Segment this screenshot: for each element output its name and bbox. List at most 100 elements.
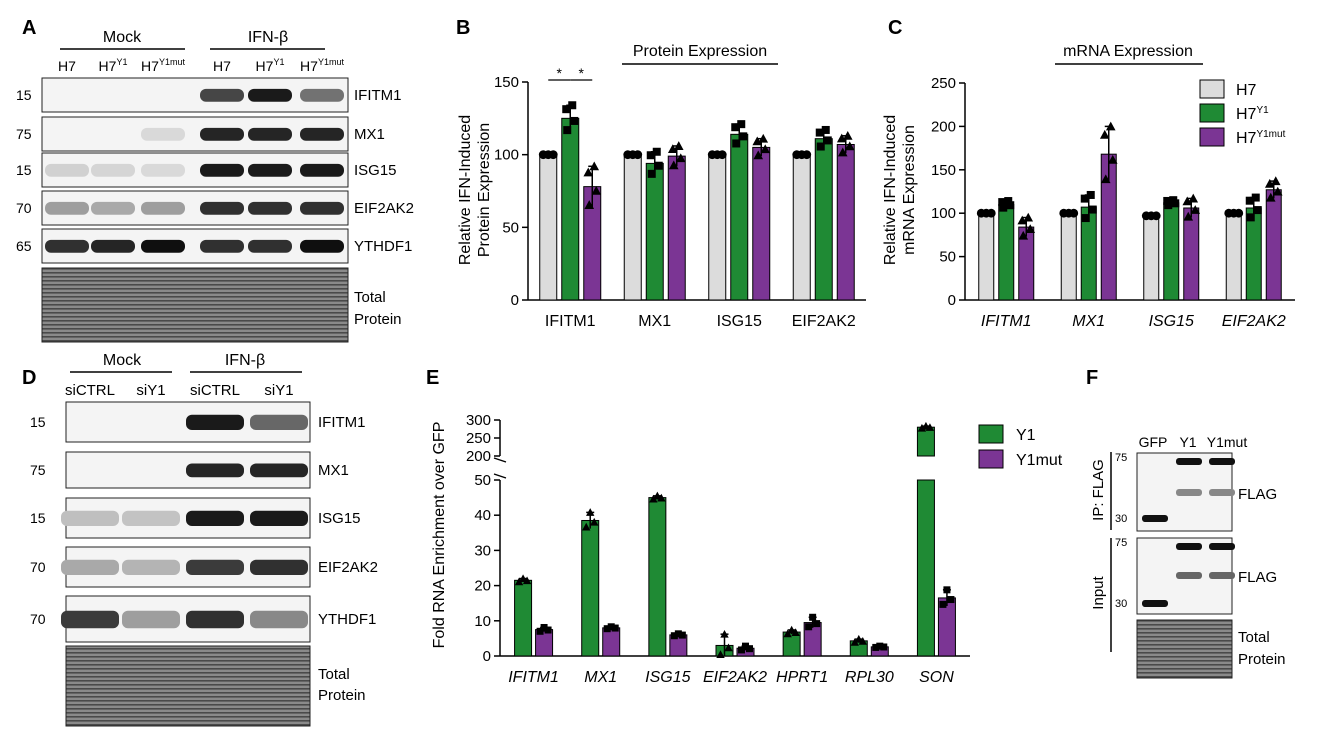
lane-label: H7Y1mut <box>300 57 344 74</box>
data-point <box>652 147 661 156</box>
bar-h7-mx1 <box>623 154 642 301</box>
data-point <box>816 142 825 151</box>
data-point <box>943 586 951 594</box>
input-label: Input <box>1090 575 1107 609</box>
blot-band <box>122 559 180 575</box>
group-mock-label: Mock <box>103 352 142 369</box>
blot-band <box>250 610 308 629</box>
lane-label: Y1 <box>1179 434 1196 450</box>
data-point <box>548 150 558 160</box>
blot-band <box>1176 489 1202 496</box>
blot-band <box>248 127 292 141</box>
blot-band <box>248 201 292 215</box>
data-point <box>813 620 821 628</box>
data-point <box>667 144 678 153</box>
x-tick-label: EIF2AK2 <box>1222 313 1286 330</box>
blot-band <box>200 163 244 177</box>
data-point <box>589 161 600 171</box>
blot-band <box>300 127 344 141</box>
bar-h7-eif2ak2 <box>1225 212 1242 301</box>
data-point <box>1183 211 1194 221</box>
blot-label: IFITM1 <box>354 87 402 104</box>
data-point <box>917 423 927 432</box>
panel-f-letter: F <box>1086 367 1098 389</box>
blot-mx1 <box>41 116 349 152</box>
blot-band <box>186 414 244 430</box>
blot-ifitm1 <box>41 77 349 113</box>
panel-c-letter: C <box>888 17 902 39</box>
blot-band <box>141 127 185 141</box>
y-tick-label: 300 <box>466 412 491 429</box>
data-point <box>986 208 996 218</box>
total-protein-stain <box>65 645 311 727</box>
chart-e-ylabel: Fold RNA Enrichment over GFP <box>431 422 448 649</box>
bar-h7y1-isg15 <box>730 133 749 301</box>
bar-h7y1mut-isg15 <box>752 146 771 301</box>
blot-label: FLAG <box>1238 569 1277 586</box>
legend-swatch-y1 <box>978 424 1004 444</box>
y-tick-label: 0 <box>948 292 956 309</box>
data-point <box>570 116 579 125</box>
blot-label: MX1 <box>318 462 349 479</box>
blot-label: Total <box>1238 629 1270 646</box>
blot-ythdf1 <box>41 228 349 264</box>
data-point <box>1018 230 1029 240</box>
data-point <box>1164 201 1173 210</box>
blot-band <box>200 127 244 141</box>
blot-band <box>248 163 292 177</box>
chart-b-plot: 0 50 100 150 IFITM1 MX1 ISG15 EIF2AK2 * * <box>494 65 866 330</box>
data-point <box>591 185 602 195</box>
mw-marker: 15 <box>16 87 32 103</box>
data-point <box>1253 206 1262 215</box>
blot-band <box>1142 600 1168 607</box>
x-tick-label: ISG15 <box>1149 313 1194 330</box>
blot-band <box>250 559 308 575</box>
lane-label: H7 <box>213 58 231 74</box>
bar-h7y1-eif2ak2 <box>814 138 833 301</box>
chart-c-ylabel-line2: mRNA Expression <box>901 125 918 255</box>
blot-band <box>1209 572 1235 579</box>
data-point <box>1080 194 1089 203</box>
data-point <box>844 141 855 151</box>
data-point <box>1171 199 1180 208</box>
y-tick-label: 150 <box>931 162 956 179</box>
blot-mx1 <box>65 451 311 489</box>
data-point <box>536 627 544 635</box>
data-point <box>586 508 595 516</box>
data-point <box>1006 201 1015 210</box>
blot-band <box>186 463 244 478</box>
legend-swatch-h7y1 <box>1199 103 1225 123</box>
bar-h7y1-ifitm1 <box>998 204 1015 301</box>
data-point <box>1272 186 1283 196</box>
ip-flag-label: IP: FLAG <box>1090 459 1107 521</box>
data-point <box>850 638 859 646</box>
data-point <box>1100 174 1111 184</box>
data-point <box>583 167 594 177</box>
blot-label: ISG15 <box>354 162 397 179</box>
mw-marker: 75 <box>30 462 46 478</box>
bar-h7y1-isg15 <box>1163 202 1180 301</box>
data-point <box>1245 196 1254 205</box>
data-point <box>544 626 552 634</box>
data-point <box>562 105 571 114</box>
blot-label: YTHDF1 <box>354 238 412 255</box>
data-point <box>716 650 725 658</box>
y-tick-label: 0 <box>483 648 491 665</box>
data-point <box>1163 196 1172 205</box>
data-point <box>584 200 595 209</box>
x-tick-label: IFITM1 <box>508 669 559 686</box>
data-point <box>802 150 812 160</box>
blot-band <box>250 510 308 526</box>
blot-band <box>91 163 135 177</box>
bar-h7-isg15 <box>708 154 727 301</box>
blot-band <box>200 239 244 253</box>
y-tick-label: 250 <box>466 430 491 447</box>
blot-band <box>1176 458 1202 465</box>
blot-label: Protein <box>1238 651 1286 668</box>
blot-band <box>186 559 244 575</box>
legend-label: Y1mut <box>1016 452 1063 469</box>
y-tick-label: 250 <box>931 75 956 92</box>
x-tick-label: HPRT1 <box>776 669 828 686</box>
total-protein-stain <box>41 267 349 343</box>
mw-marker: 15 <box>30 510 46 526</box>
